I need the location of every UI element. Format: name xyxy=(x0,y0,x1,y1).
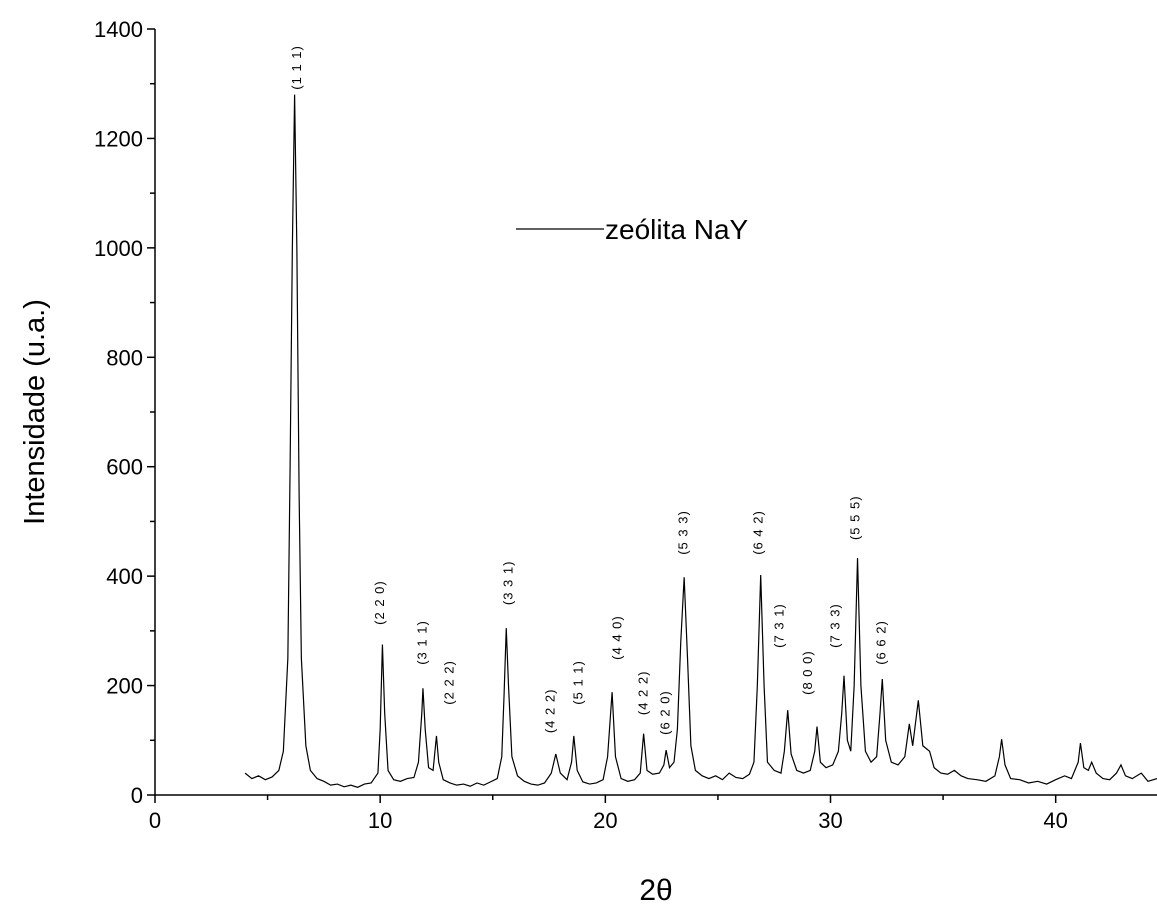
peak-label: (3 3 1) xyxy=(501,561,516,606)
peak-label: (8 0 0) xyxy=(800,650,815,695)
x-tick-label: 30 xyxy=(818,808,842,833)
y-tick-label: 600 xyxy=(106,455,143,480)
peak-label: (5 1 1) xyxy=(570,660,585,705)
y-axis-title: Intensidade (u.a.) xyxy=(19,299,51,525)
y-tick-label: 200 xyxy=(106,674,143,699)
peak-label: (7 3 1) xyxy=(771,603,786,648)
peak-label: (6 4 2) xyxy=(750,510,765,555)
y-tick-label: 1400 xyxy=(94,17,143,42)
x-tick-label: 20 xyxy=(593,808,617,833)
peak-label: (6 2 0) xyxy=(657,690,672,735)
legend-label: zeólita NaY xyxy=(605,214,749,245)
x-tick-label: 0 xyxy=(149,808,161,833)
y-tick-label: 400 xyxy=(106,564,143,589)
peak-label: (4 4 0) xyxy=(609,615,624,660)
y-tick-label: 1000 xyxy=(94,236,143,261)
peak-label: (3 1 1) xyxy=(414,620,429,665)
peak-label: (5 5 5) xyxy=(847,495,862,540)
x-axis-title: 2θ xyxy=(639,874,672,906)
peak-label: (4 2 2) xyxy=(636,671,651,716)
peak-label: (4 2 2) xyxy=(542,689,557,734)
x-tick-label: 10 xyxy=(368,808,392,833)
peak-label: (6 6 2) xyxy=(874,620,889,665)
data-line xyxy=(244,94,1157,788)
peak-label: (2 2 0) xyxy=(372,580,387,625)
peak-label: (1 1 1) xyxy=(289,45,304,90)
y-tick-label: 800 xyxy=(106,345,143,370)
x-tick-label: 40 xyxy=(1043,808,1067,833)
peak-label: (5 3 3) xyxy=(675,510,690,555)
y-tick-label: 0 xyxy=(131,783,143,808)
y-tick-label: 1200 xyxy=(94,126,143,151)
peak-label: (7 3 3) xyxy=(827,603,842,648)
peak-label: (2 2 2) xyxy=(441,660,456,705)
